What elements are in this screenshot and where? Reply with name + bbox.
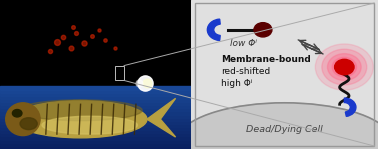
Bar (0, 108, 191, 111)
Circle shape (315, 44, 373, 90)
Bar (0, 130, 191, 133)
Wedge shape (344, 98, 356, 116)
Bar (0, 146, 191, 149)
Point (81, 42, 87, 44)
Text: red-shifted: red-shifted (221, 67, 270, 76)
Circle shape (332, 57, 356, 77)
Bar (0, 96, 191, 99)
Bar (0, 142, 191, 146)
Bar (0, 89, 191, 93)
Bar (0, 114, 191, 118)
Text: high Φⁱ: high Φⁱ (221, 79, 252, 88)
Ellipse shape (42, 116, 138, 134)
Bar (0, 0, 191, 86)
Point (54, 41, 60, 43)
Polygon shape (147, 98, 176, 137)
Bar (0, 105, 191, 108)
Ellipse shape (177, 103, 378, 149)
Bar (115, 66, 124, 80)
Ellipse shape (18, 100, 142, 121)
Point (136, 82, 143, 85)
Point (96, 29, 102, 31)
Text: Membrane-bound: Membrane-bound (221, 55, 311, 64)
Text: low Φⁱ: low Φⁱ (230, 39, 257, 48)
Bar (0, 139, 191, 143)
Point (46, 49, 53, 52)
Bar (0, 86, 191, 90)
Point (144, 82, 150, 85)
Circle shape (327, 54, 361, 80)
Text: Dead/Dying Cell: Dead/Dying Cell (246, 125, 323, 134)
Bar (0, 111, 191, 115)
Bar (0, 121, 191, 124)
Bar (0, 92, 191, 96)
Ellipse shape (6, 103, 40, 136)
Bar (0, 99, 191, 102)
Point (68, 46, 74, 49)
Bar (0, 136, 191, 140)
Bar (0, 127, 191, 130)
Bar (0, 124, 191, 127)
Point (102, 39, 108, 41)
Bar (0, 102, 191, 105)
Ellipse shape (13, 101, 147, 138)
Circle shape (322, 49, 367, 85)
Point (60, 36, 66, 38)
Ellipse shape (20, 118, 37, 130)
Bar (0, 133, 191, 136)
Circle shape (335, 59, 354, 75)
Point (73, 32, 79, 34)
Circle shape (254, 23, 272, 37)
Wedge shape (208, 19, 220, 41)
Point (70, 26, 76, 28)
Point (142, 82, 148, 85)
Circle shape (12, 110, 22, 117)
Point (88, 35, 94, 37)
Bar (0, 117, 191, 121)
Point (112, 46, 118, 49)
